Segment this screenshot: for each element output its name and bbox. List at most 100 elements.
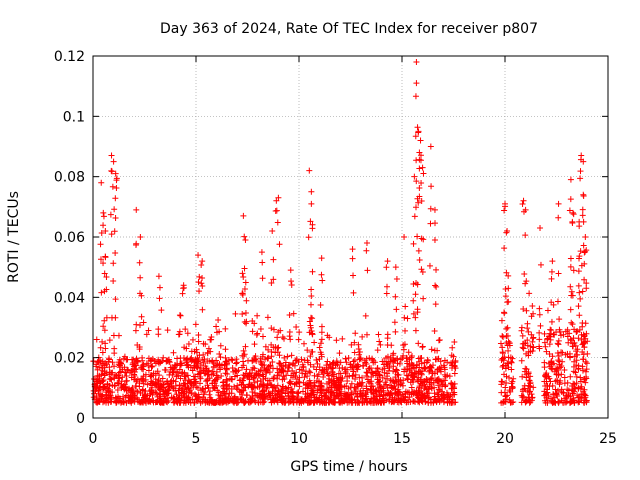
data-point bbox=[502, 392, 509, 399]
data-point bbox=[522, 206, 529, 213]
data-point bbox=[100, 222, 107, 229]
data-point bbox=[243, 366, 250, 373]
data-point bbox=[419, 269, 426, 276]
data-point bbox=[525, 352, 532, 359]
data-point bbox=[194, 384, 201, 391]
data-point bbox=[318, 255, 325, 262]
data-point bbox=[581, 338, 588, 345]
data-point bbox=[439, 383, 446, 390]
data-point bbox=[546, 341, 553, 348]
data-point bbox=[179, 290, 186, 297]
data-point bbox=[177, 312, 184, 319]
data-point bbox=[148, 363, 155, 370]
data-point bbox=[537, 224, 544, 231]
data-point bbox=[410, 310, 417, 317]
data-point bbox=[417, 152, 424, 159]
data-point bbox=[349, 364, 356, 371]
data-point bbox=[254, 312, 261, 319]
data-point bbox=[209, 358, 216, 365]
data-point bbox=[272, 207, 279, 214]
data-point bbox=[262, 368, 269, 375]
data-point bbox=[310, 363, 317, 370]
data-point bbox=[259, 333, 266, 340]
data-point bbox=[523, 398, 530, 405]
data-point bbox=[170, 349, 177, 356]
data-point bbox=[148, 380, 155, 387]
data-point bbox=[523, 307, 530, 314]
data-point bbox=[567, 263, 574, 270]
data-point bbox=[564, 333, 571, 340]
data-point bbox=[510, 375, 517, 382]
data-point bbox=[328, 390, 335, 397]
data-point bbox=[145, 355, 152, 362]
y-tick-label: 0.08 bbox=[54, 170, 85, 186]
data-point bbox=[366, 355, 373, 362]
data-point bbox=[159, 375, 166, 382]
data-point bbox=[355, 341, 362, 348]
data-point bbox=[505, 338, 512, 345]
data-point bbox=[356, 348, 363, 355]
data-point bbox=[552, 386, 559, 393]
data-point bbox=[228, 356, 235, 363]
data-point bbox=[165, 390, 172, 397]
data-point bbox=[263, 366, 270, 373]
data-point bbox=[198, 280, 205, 287]
data-point bbox=[411, 213, 418, 220]
data-point bbox=[402, 327, 409, 334]
data-point bbox=[335, 370, 342, 377]
data-point bbox=[188, 378, 195, 385]
data-point bbox=[416, 184, 423, 191]
data-point bbox=[304, 357, 311, 364]
data-point bbox=[430, 399, 437, 406]
data-point bbox=[412, 204, 419, 211]
data-point bbox=[291, 395, 298, 402]
data-point bbox=[242, 384, 249, 391]
data-point bbox=[412, 133, 419, 140]
data-point bbox=[232, 310, 239, 317]
data-point bbox=[101, 288, 108, 295]
data-point bbox=[518, 357, 525, 364]
data-point bbox=[342, 368, 349, 375]
data-point bbox=[436, 337, 443, 344]
data-point bbox=[276, 372, 283, 379]
data-point bbox=[138, 398, 145, 405]
data-point bbox=[349, 246, 356, 253]
data-point bbox=[545, 333, 552, 340]
data-point bbox=[108, 376, 115, 383]
data-point bbox=[180, 284, 187, 291]
data-point bbox=[295, 336, 302, 343]
data-point bbox=[432, 282, 439, 289]
data-point bbox=[375, 331, 382, 338]
data-point bbox=[188, 348, 195, 355]
data-point bbox=[431, 370, 438, 377]
data-point bbox=[147, 371, 154, 378]
data-point bbox=[549, 258, 556, 265]
data-point bbox=[437, 387, 444, 394]
data-point bbox=[233, 359, 240, 366]
data-point bbox=[574, 346, 581, 353]
data-point bbox=[368, 387, 375, 394]
data-point bbox=[271, 398, 278, 405]
data-point bbox=[198, 262, 205, 269]
data-point bbox=[398, 380, 405, 387]
data-point bbox=[505, 354, 512, 361]
data-point bbox=[288, 352, 295, 359]
data-point bbox=[267, 362, 274, 369]
data-point bbox=[268, 399, 275, 406]
data-point bbox=[286, 379, 293, 386]
data-point bbox=[190, 384, 197, 391]
data-point bbox=[133, 358, 140, 365]
data-point bbox=[160, 354, 167, 361]
data-point bbox=[178, 387, 185, 394]
data-point bbox=[403, 354, 410, 361]
data-point bbox=[385, 390, 392, 397]
data-point bbox=[349, 255, 356, 262]
data-point bbox=[555, 357, 562, 364]
data-point bbox=[111, 350, 118, 357]
data-point bbox=[580, 351, 587, 358]
data-point bbox=[130, 356, 137, 363]
data-point bbox=[579, 212, 586, 219]
data-point bbox=[352, 399, 359, 406]
data-point bbox=[239, 377, 246, 384]
data-point bbox=[223, 365, 230, 372]
